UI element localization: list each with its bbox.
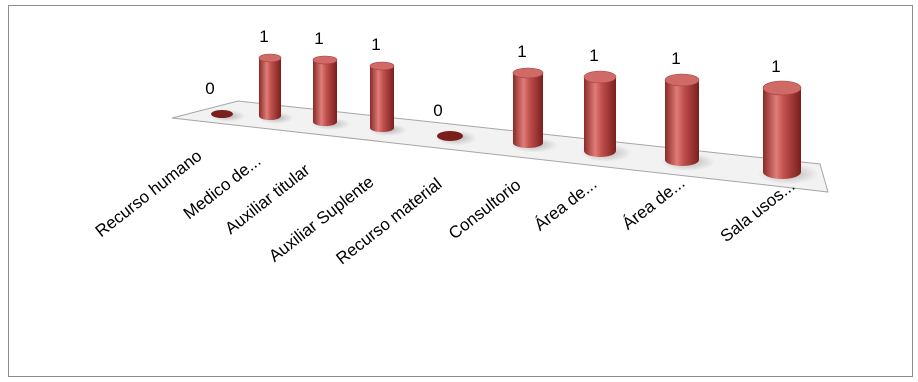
data-label: 1	[517, 42, 526, 61]
bar-top	[312, 55, 338, 65]
bar-7	[583, 70, 617, 157]
bar-top	[211, 110, 233, 118]
bar-top	[512, 67, 544, 79]
bar-2	[258, 53, 282, 120]
bar-top	[369, 61, 395, 71]
data-label: 0	[433, 101, 442, 120]
bar-3	[312, 55, 338, 126]
bar-body	[665, 80, 699, 166]
bar-body	[259, 58, 281, 120]
bar-4	[369, 61, 395, 132]
bar-body	[763, 88, 801, 179]
bar-top	[583, 70, 617, 84]
bar-5	[437, 131, 463, 141]
bar-body	[513, 73, 543, 148]
bar-1	[211, 110, 233, 118]
category-label: Área de...	[619, 173, 689, 233]
bar-top	[762, 80, 802, 96]
bar-top	[664, 73, 700, 87]
bar-top	[437, 131, 463, 141]
bar-body	[370, 66, 394, 132]
bar-8	[664, 73, 700, 166]
data-label: 1	[314, 29, 323, 48]
bar-top	[258, 53, 282, 63]
category-label: Consultorio	[445, 175, 524, 243]
data-label: 0	[205, 79, 214, 98]
data-label: 1	[259, 27, 268, 46]
data-label: 1	[371, 35, 380, 54]
bar-body	[313, 60, 337, 126]
category-label: Recurso humano	[92, 146, 206, 241]
category-label: Área de...	[531, 174, 601, 234]
data-label: 1	[589, 46, 598, 65]
chart-area	[8, 5, 913, 377]
bar-9	[762, 80, 802, 179]
data-label: 1	[771, 57, 780, 76]
bar-body	[584, 77, 616, 157]
category-label: Sala usos...	[717, 176, 799, 246]
data-label: 1	[671, 49, 680, 68]
bar-6	[512, 67, 544, 148]
